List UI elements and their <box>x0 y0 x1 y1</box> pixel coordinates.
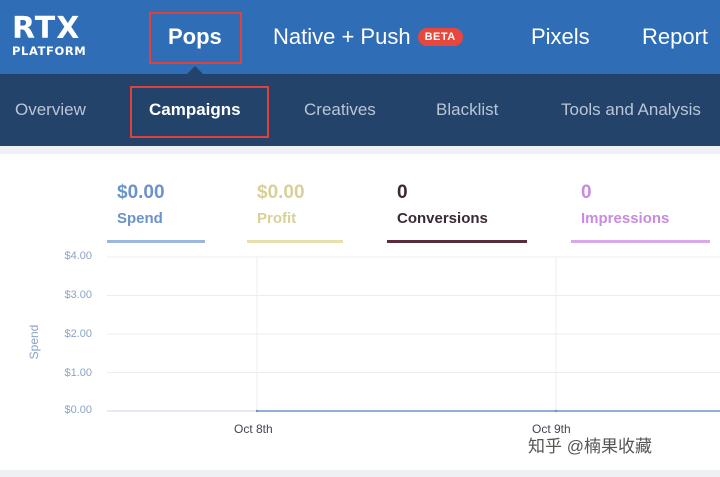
y-tick-2: $2.00 <box>64 328 92 340</box>
y-tick-0: $4.00 <box>64 250 92 262</box>
y-tick-4: $0.00 <box>64 404 92 416</box>
sub-nav-tools-analysis-label: Tools and Analysis <box>561 100 701 119</box>
dashboard-card <box>0 146 720 470</box>
logo-main-text: RTX <box>12 11 81 46</box>
sub-nav-creatives-label: Creatives <box>304 100 376 119</box>
metric-impressions[interactable]: 0 Impressions <box>571 182 710 243</box>
y-tick-1: $3.00 <box>64 289 92 301</box>
top-nav-native-push[interactable]: Native + Push BETA <box>273 0 463 74</box>
sub-nav-overview[interactable]: Overview <box>15 74 86 146</box>
x-tick-oct-8th: Oct 8th <box>234 422 273 436</box>
top-nav-report[interactable]: Report <box>642 0 708 74</box>
top-nav-pops-label: Pops <box>168 24 222 49</box>
metric-conversions-underline <box>387 240 527 243</box>
x-tick-oct-9th: Oct 9th <box>532 422 571 436</box>
sub-nav-campaigns[interactable]: Campaigns <box>149 74 241 146</box>
metric-profit-value: $0.00 <box>257 182 305 203</box>
metric-impressions-underline <box>571 240 710 243</box>
top-nav-native-push-label: Native + Push <box>273 24 411 49</box>
sub-nav-overview-label: Overview <box>15 100 86 119</box>
series-point-1 <box>554 409 558 413</box>
metric-impressions-value: 0 <box>581 182 592 203</box>
top-nav-pixels[interactable]: Pixels <box>531 0 590 74</box>
top-navigation: RTX PLATFORM Pops Native + Push BETA Pix… <box>0 0 720 74</box>
metric-conversions-label: Conversions <box>397 210 488 227</box>
y-tick-3: $1.00 <box>64 367 92 379</box>
metric-profit-label: Profit <box>257 210 297 227</box>
sub-nav-blacklist[interactable]: Blacklist <box>436 74 498 146</box>
watermark-text: 知乎 @楠果收藏 <box>528 437 652 456</box>
sub-nav-creatives[interactable]: Creatives <box>304 74 376 146</box>
metric-spend-underline <box>107 240 205 243</box>
metric-spend-label: Spend <box>117 210 163 227</box>
sub-nav-blacklist-label: Blacklist <box>436 100 499 119</box>
campaigns-highlight-box <box>130 86 269 138</box>
sub-nav-campaigns-label: Campaigns <box>149 100 241 119</box>
metric-profit-underline <box>247 240 343 243</box>
top-nav-pixels-label: Pixels <box>531 24 590 49</box>
watermark: 知乎 @楠果收藏 <box>528 432 652 457</box>
top-nav-report-label: Report <box>642 24 709 49</box>
y-axis-label: Spend <box>27 324 41 360</box>
metric-spend-value: $0.00 <box>117 182 165 203</box>
pops-highlight-box <box>149 12 242 64</box>
metric-conversions[interactable]: 0 Conversions <box>387 182 527 243</box>
metric-impressions-label: Impressions <box>581 210 670 227</box>
sub-navigation: Overview Campaigns Creatives Blacklist T… <box>0 74 720 146</box>
logo-sub-text: PLATFORM <box>12 44 87 58</box>
rtx-platform-logo[interactable]: RTX PLATFORM <box>12 11 87 59</box>
card-top-strip <box>0 146 720 154</box>
active-nav-caret <box>187 66 203 74</box>
beta-badge: BETA <box>417 28 463 46</box>
metric-conversions-value: 0 <box>397 182 408 203</box>
series-point-0 <box>255 409 259 413</box>
sub-nav-tools-analysis[interactable]: Tools and Analysis <box>561 74 720 146</box>
metric-profit[interactable]: $0.00 Profit <box>247 182 343 243</box>
top-nav-pops[interactable]: Pops <box>168 0 222 74</box>
metric-spend[interactable]: $0.00 Spend <box>107 182 205 243</box>
